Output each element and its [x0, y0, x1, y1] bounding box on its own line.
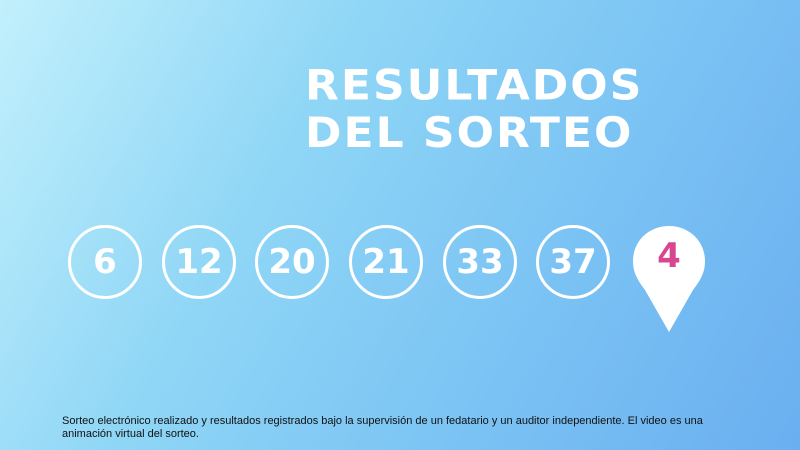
title-line-1: RESULTADOS: [305, 61, 644, 110]
number-ball: 21: [349, 225, 423, 299]
map-pin-icon: [633, 226, 705, 332]
number-ball: 37: [536, 225, 610, 299]
number-ball: 6: [68, 225, 142, 299]
number-ball: 20: [255, 225, 329, 299]
page-title: RESULTADOS DEL SORTEO: [305, 61, 644, 158]
footnote: Sorteo electrónico realizado y resultado…: [62, 415, 703, 440]
number-ball: 33: [443, 225, 517, 299]
bonus-number: 4: [657, 236, 681, 276]
bonus-pin: 4: [631, 224, 707, 334]
number-ball: 12: [162, 225, 236, 299]
title-line-2: DEL SORTEO: [305, 109, 634, 158]
